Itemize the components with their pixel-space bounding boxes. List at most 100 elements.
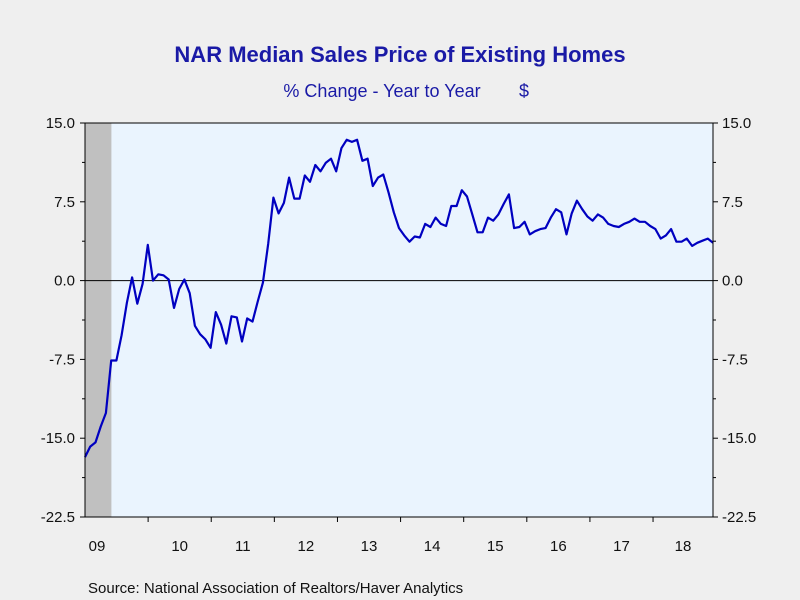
data-point [618,226,620,228]
data-point [204,338,206,340]
y-tick-label-right: -7.5 [722,351,748,368]
x-axis: 09 10 11 12 13 14 15 16 17 18 [89,517,692,555]
x-tick-label: 18 [675,538,692,555]
data-point [649,225,651,227]
data-point [492,220,494,222]
y-tick-label-right: 7.5 [722,194,743,211]
data-point [518,226,520,228]
data-point [702,240,704,242]
data-point [497,213,499,215]
data-point [513,227,515,229]
data-point [257,301,259,303]
data-point [309,181,311,183]
data-point [105,412,107,414]
data-point [335,170,337,172]
data-point [665,234,667,236]
x-tick-label: 10 [171,538,188,555]
data-point [440,223,442,225]
data-point [314,164,316,166]
data-point [686,238,688,240]
data-point [110,360,112,362]
data-point [157,273,159,275]
data-point [435,217,437,219]
data-point [409,241,411,243]
data-point [210,347,212,349]
y-tick-label-left: 7.5 [54,194,75,211]
data-point [220,324,222,326]
data-point [398,227,400,229]
x-tick-label: 17 [613,538,630,555]
data-point [320,170,322,172]
y-tick-label-right: 0.0 [722,273,743,290]
data-point [293,198,295,200]
data-point [262,282,264,284]
data-point [236,316,238,318]
data-point [393,211,395,213]
x-tick-label: 11 [235,538,251,555]
data-point [252,321,254,323]
y-tick-label-left: 15.0 [46,115,75,132]
data-point [304,175,306,177]
data-point [597,213,599,215]
data-point [607,223,609,225]
plot-area [84,122,714,518]
data-point [183,279,185,281]
data-point [241,341,243,343]
y-tick-label-right: -22.5 [722,509,756,526]
x-tick-label: 13 [361,538,378,555]
data-point [445,225,447,227]
data-point [550,217,552,219]
x-tick-label: 09 [89,538,106,555]
data-point [403,234,405,236]
data-point [639,221,641,223]
chart-title: NAR Median Sales Price of Existing Homes [174,42,625,67]
data-point [288,177,290,179]
source-note: Source: National Association of Realtors… [88,580,463,597]
data-point [372,185,374,187]
data-point [471,213,473,215]
data-point [199,333,201,335]
recession-band [85,123,112,517]
data-point [529,233,531,235]
data-point [534,230,536,232]
data-point [414,236,416,238]
data-point [388,191,390,193]
data-point [450,205,452,207]
data-point [707,238,709,240]
data-point [477,231,479,233]
data-point [691,245,693,247]
data-point [503,203,505,205]
data-point [131,276,133,278]
x-tick-label: 16 [550,538,567,555]
data-point [278,212,280,214]
data-point [545,227,547,229]
data-point [272,197,274,199]
x-tick-label: 14 [424,538,441,555]
data-point [351,141,353,143]
data-point [194,325,196,327]
data-point [660,238,662,240]
data-point [571,212,573,214]
y-tick-label-left: -15.0 [41,430,75,447]
data-point [560,211,562,213]
data-point [95,441,97,443]
data-point [581,208,583,210]
data-point [634,218,636,220]
data-point [173,307,175,309]
data-point [623,223,625,225]
data-point [654,228,656,230]
data-point [566,233,568,235]
data-point [377,177,379,179]
data-point [121,334,123,336]
data-point [189,292,191,294]
y-tick-label-left: 0.0 [54,273,75,290]
data-point [147,244,149,246]
data-point [555,208,557,210]
data-point [487,217,489,219]
data-point [231,315,233,317]
data-point [424,223,426,225]
data-point [576,200,578,202]
data-point [628,221,630,223]
y-tick-label-right: 15.0 [722,115,751,132]
data-point [215,311,217,313]
